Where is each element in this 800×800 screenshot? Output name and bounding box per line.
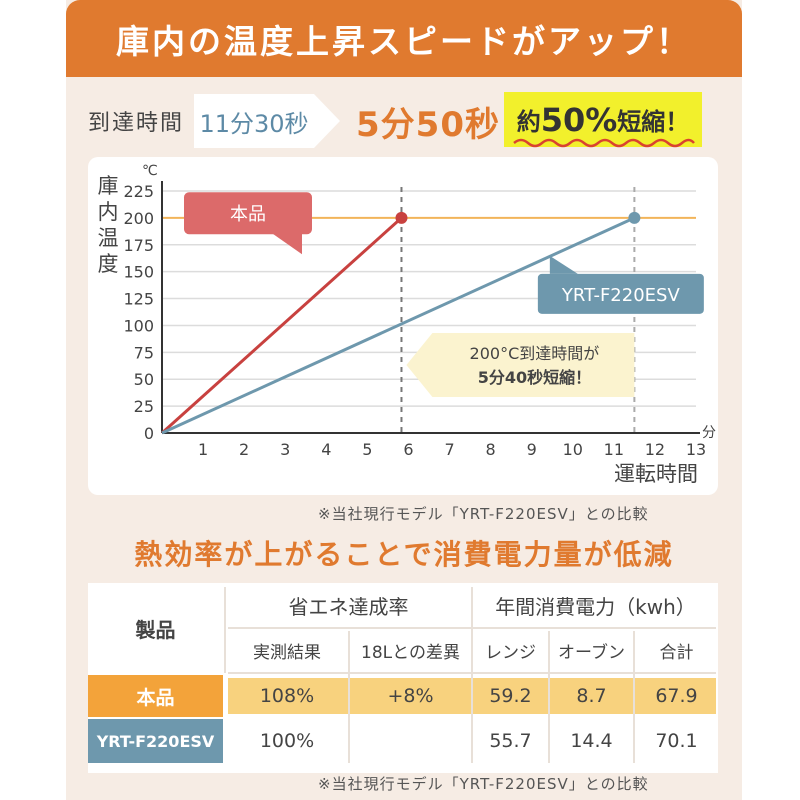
series-label-bg [537, 273, 704, 314]
row-old-model-name: YRT-F220ESV [96, 731, 215, 751]
energy-group-header: 省エネ達成率 [288, 594, 409, 619]
series-label-pointer [272, 233, 302, 255]
wavy-underline-icon [513, 138, 695, 148]
x-tick-label: 11 [604, 440, 624, 459]
y-axis-label-char: 度 [98, 252, 119, 276]
old-time-value: 11分30秒 [199, 109, 309, 138]
series-endpoint [628, 211, 641, 224]
comparison-table: 製品 省エネ達成率 年間消費電力（kwh） 実測結果 18Lとの差異 レンジ オ… [88, 583, 718, 773]
y-axis-label-char: 内 [98, 200, 119, 224]
old-row-label-bg [88, 719, 223, 763]
reach-time-label: 到達時間 [88, 111, 185, 136]
x-tick-label: 13 [686, 440, 706, 459]
table-note: ※当社現行モデル「YRT-F220ESV」との比較 [318, 775, 649, 793]
series-line [160, 216, 403, 435]
x-tick-label: 8 [486, 440, 496, 459]
x-tick-label: 10 [563, 440, 583, 459]
col-product-header: 製品 [135, 617, 176, 642]
y-tick-label: 200 [123, 209, 154, 228]
annotation-line1: 200°C到達時間が [470, 344, 600, 363]
series-endpoint [395, 211, 408, 224]
x-unit: 分 [702, 425, 716, 441]
annotation-line2: 5分40秒短縮！ [478, 368, 591, 387]
sub-header-oven: オーブン [558, 643, 625, 663]
title-banner: 庫内の温度上昇スピードがアップ！ [66, 0, 742, 77]
row-product-name: 本品 [136, 686, 175, 709]
chart-note: ※当社現行モデル「YRT-F220ESV」との比較 [318, 505, 649, 523]
table-cell: 14.4 [570, 730, 613, 752]
y-tick-label: 75 [134, 343, 154, 362]
table-cell: 8.7 [576, 685, 607, 707]
series-label: YRT-F220ESV [561, 285, 681, 306]
reduction-badge: 約 50% 短縮！ [504, 92, 702, 147]
y-tick-label: 175 [123, 236, 154, 255]
table-cell: 59.2 [489, 685, 532, 707]
sub-header-diff: 18Lとの差異 [361, 643, 460, 663]
x-axis-label: 運転時間 [614, 462, 698, 486]
new-time-value: 5分50秒 [356, 104, 500, 145]
table-cell: 108% [259, 685, 315, 707]
table-cell [350, 719, 471, 763]
y-unit: ℃ [142, 163, 158, 179]
series-label-pointer [549, 255, 578, 274]
y-tick-label: 225 [123, 182, 154, 201]
reduction-prefix: 約 [516, 108, 541, 136]
table-cell: 100% [259, 730, 315, 752]
reduction-value: 50% [540, 100, 618, 139]
speed-row: 到達時間 11分30秒 5分50秒 [88, 92, 500, 150]
x-tick-label: 7 [444, 440, 454, 459]
x-tick-label: 6 [403, 440, 413, 459]
y-tick-label: 150 [123, 263, 154, 282]
reduction-suffix: 短縮！ [617, 108, 690, 136]
x-tick-label: 3 [280, 440, 290, 459]
arrow-right-icon [314, 94, 341, 148]
table-cell: 70.1 [655, 730, 698, 752]
y-tick-label: 25 [134, 397, 154, 416]
table-cell: 55.7 [489, 730, 532, 752]
old-time-box: 11分30秒 [194, 94, 341, 148]
series-line [161, 216, 636, 435]
x-tick-label: 1 [198, 440, 208, 459]
x-tick-label: 4 [321, 440, 331, 459]
y-tick-label: 50 [134, 370, 154, 389]
x-tick-label: 5 [362, 440, 372, 459]
y-tick-label: 125 [123, 290, 154, 309]
sub-header-measured: 実測結果 [253, 643, 321, 663]
efficiency-heading: 熱効率が上がることで消費電力量が低減 [134, 538, 674, 571]
power-group-header: 年間消費電力（kwh） [495, 594, 696, 619]
sub-header-range: レンジ [485, 643, 536, 663]
x-tick-label: 12 [645, 440, 665, 459]
series-label-bg [184, 192, 312, 235]
sub-header-total: 合計 [659, 643, 694, 663]
y-tick-label: 100 [123, 316, 154, 335]
y-tick-label: 0 [144, 424, 154, 443]
table-cell: 67.9 [655, 685, 698, 707]
chart-panel: 0 25 50 75 100 125 150 175 200 225 1 2 3 4 5 6 7 8 9 10 11 12… [88, 157, 718, 495]
chart-axes [161, 181, 700, 434]
y-axis-label-char: 庫 [98, 174, 119, 198]
y-axis-label-char: 温 [98, 226, 119, 250]
x-tick-label: 2 [239, 440, 249, 459]
banner-title: 庫内の温度上昇スピードがアップ！ [116, 21, 692, 61]
product-row-label-bg [88, 675, 223, 717]
annotation-callout [406, 332, 635, 397]
x-tick-label: 9 [527, 440, 537, 459]
series-label: 本品 [230, 204, 266, 225]
table-cell: +8% [387, 685, 434, 707]
